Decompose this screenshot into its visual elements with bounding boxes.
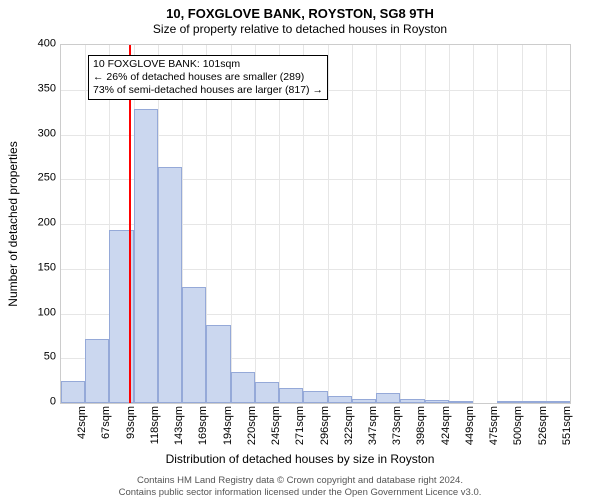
- annotation-line-1: 10 FOXGLOVE BANK: 101sqm: [93, 58, 240, 70]
- x-tick-label: 169sqm: [197, 406, 209, 456]
- x-tick-label: 449sqm: [464, 406, 476, 456]
- x-tick-label: 118sqm: [149, 406, 161, 456]
- x-tick-label: 373sqm: [391, 406, 403, 456]
- grid-line-v: [497, 45, 498, 403]
- histogram-bar: [425, 400, 449, 403]
- x-tick-label: 271sqm: [294, 406, 306, 456]
- histogram-bar: [158, 167, 182, 403]
- histogram-bar: [449, 401, 473, 403]
- x-tick-label: 398sqm: [415, 406, 427, 456]
- annotation-box: 10 FOXGLOVE BANK: 101sqm← 26% of detache…: [88, 55, 328, 100]
- histogram-bar: [497, 401, 521, 403]
- annotation-line-2: ← 26% of detached houses are smaller (28…: [93, 71, 304, 83]
- grid-line-v: [400, 45, 401, 403]
- page-title: 10, FOXGLOVE BANK, ROYSTON, SG8 9TH: [0, 0, 600, 22]
- x-tick-label: 220sqm: [246, 406, 258, 456]
- grid-line-v: [425, 45, 426, 403]
- x-tick-label: 42sqm: [76, 406, 88, 456]
- page-subtitle: Size of property relative to detached ho…: [0, 22, 600, 37]
- x-tick-label: 194sqm: [222, 406, 234, 456]
- footer-line-1: Contains HM Land Registry data © Crown c…: [137, 475, 463, 486]
- y-tick-label: 200: [16, 218, 56, 229]
- histogram-bar: [255, 382, 279, 403]
- footer-attribution: Contains HM Land Registry data © Crown c…: [0, 475, 600, 498]
- y-tick-label: 150: [16, 262, 56, 273]
- x-tick-label: 296sqm: [319, 406, 331, 456]
- x-tick-label: 500sqm: [512, 406, 524, 456]
- x-tick-label: 347sqm: [367, 406, 379, 456]
- x-tick-label: 424sqm: [440, 406, 452, 456]
- x-tick-label: 245sqm: [270, 406, 282, 456]
- grid-line-v: [546, 45, 547, 403]
- x-tick-label: 67sqm: [100, 406, 112, 456]
- histogram-bar: [328, 396, 352, 403]
- histogram-bar: [376, 393, 400, 403]
- y-tick-label: 50: [16, 352, 56, 363]
- histogram-bar: [352, 399, 376, 403]
- histogram-bar: [85, 339, 109, 403]
- y-tick-label: 300: [16, 128, 56, 139]
- grid-line-v: [376, 45, 377, 403]
- histogram-bar: [546, 401, 570, 403]
- histogram-bar: [279, 388, 303, 403]
- histogram-bar: [522, 401, 546, 403]
- histogram-bar: [206, 325, 230, 403]
- y-tick-label: 0: [16, 397, 56, 408]
- grid-line-v: [473, 45, 474, 403]
- x-tick-label: 551sqm: [561, 406, 573, 456]
- grid-line-v: [352, 45, 353, 403]
- histogram-bar: [231, 372, 255, 403]
- histogram-bar: [303, 391, 327, 403]
- histogram-bar: [61, 381, 85, 403]
- grid-line-v: [522, 45, 523, 403]
- x-tick-label: 143sqm: [173, 406, 185, 456]
- y-tick-label: 250: [16, 173, 56, 184]
- x-tick-label: 322sqm: [343, 406, 355, 456]
- annotation-line-3: 73% of semi-detached houses are larger (…: [93, 84, 323, 96]
- chart-plot-area: 10 FOXGLOVE BANK: 101sqm← 26% of detache…: [60, 44, 571, 404]
- histogram-bar: [134, 109, 158, 403]
- y-tick-label: 350: [16, 83, 56, 94]
- grid-line-v: [449, 45, 450, 403]
- footer-line-2: Contains public sector information licen…: [119, 487, 482, 498]
- histogram-bar: [400, 399, 424, 403]
- y-tick-label: 100: [16, 307, 56, 318]
- y-tick-label: 400: [16, 39, 56, 50]
- x-tick-label: 526sqm: [537, 406, 549, 456]
- x-tick-label: 475sqm: [488, 406, 500, 456]
- x-tick-label: 93sqm: [125, 406, 137, 456]
- histogram-bar: [182, 287, 206, 403]
